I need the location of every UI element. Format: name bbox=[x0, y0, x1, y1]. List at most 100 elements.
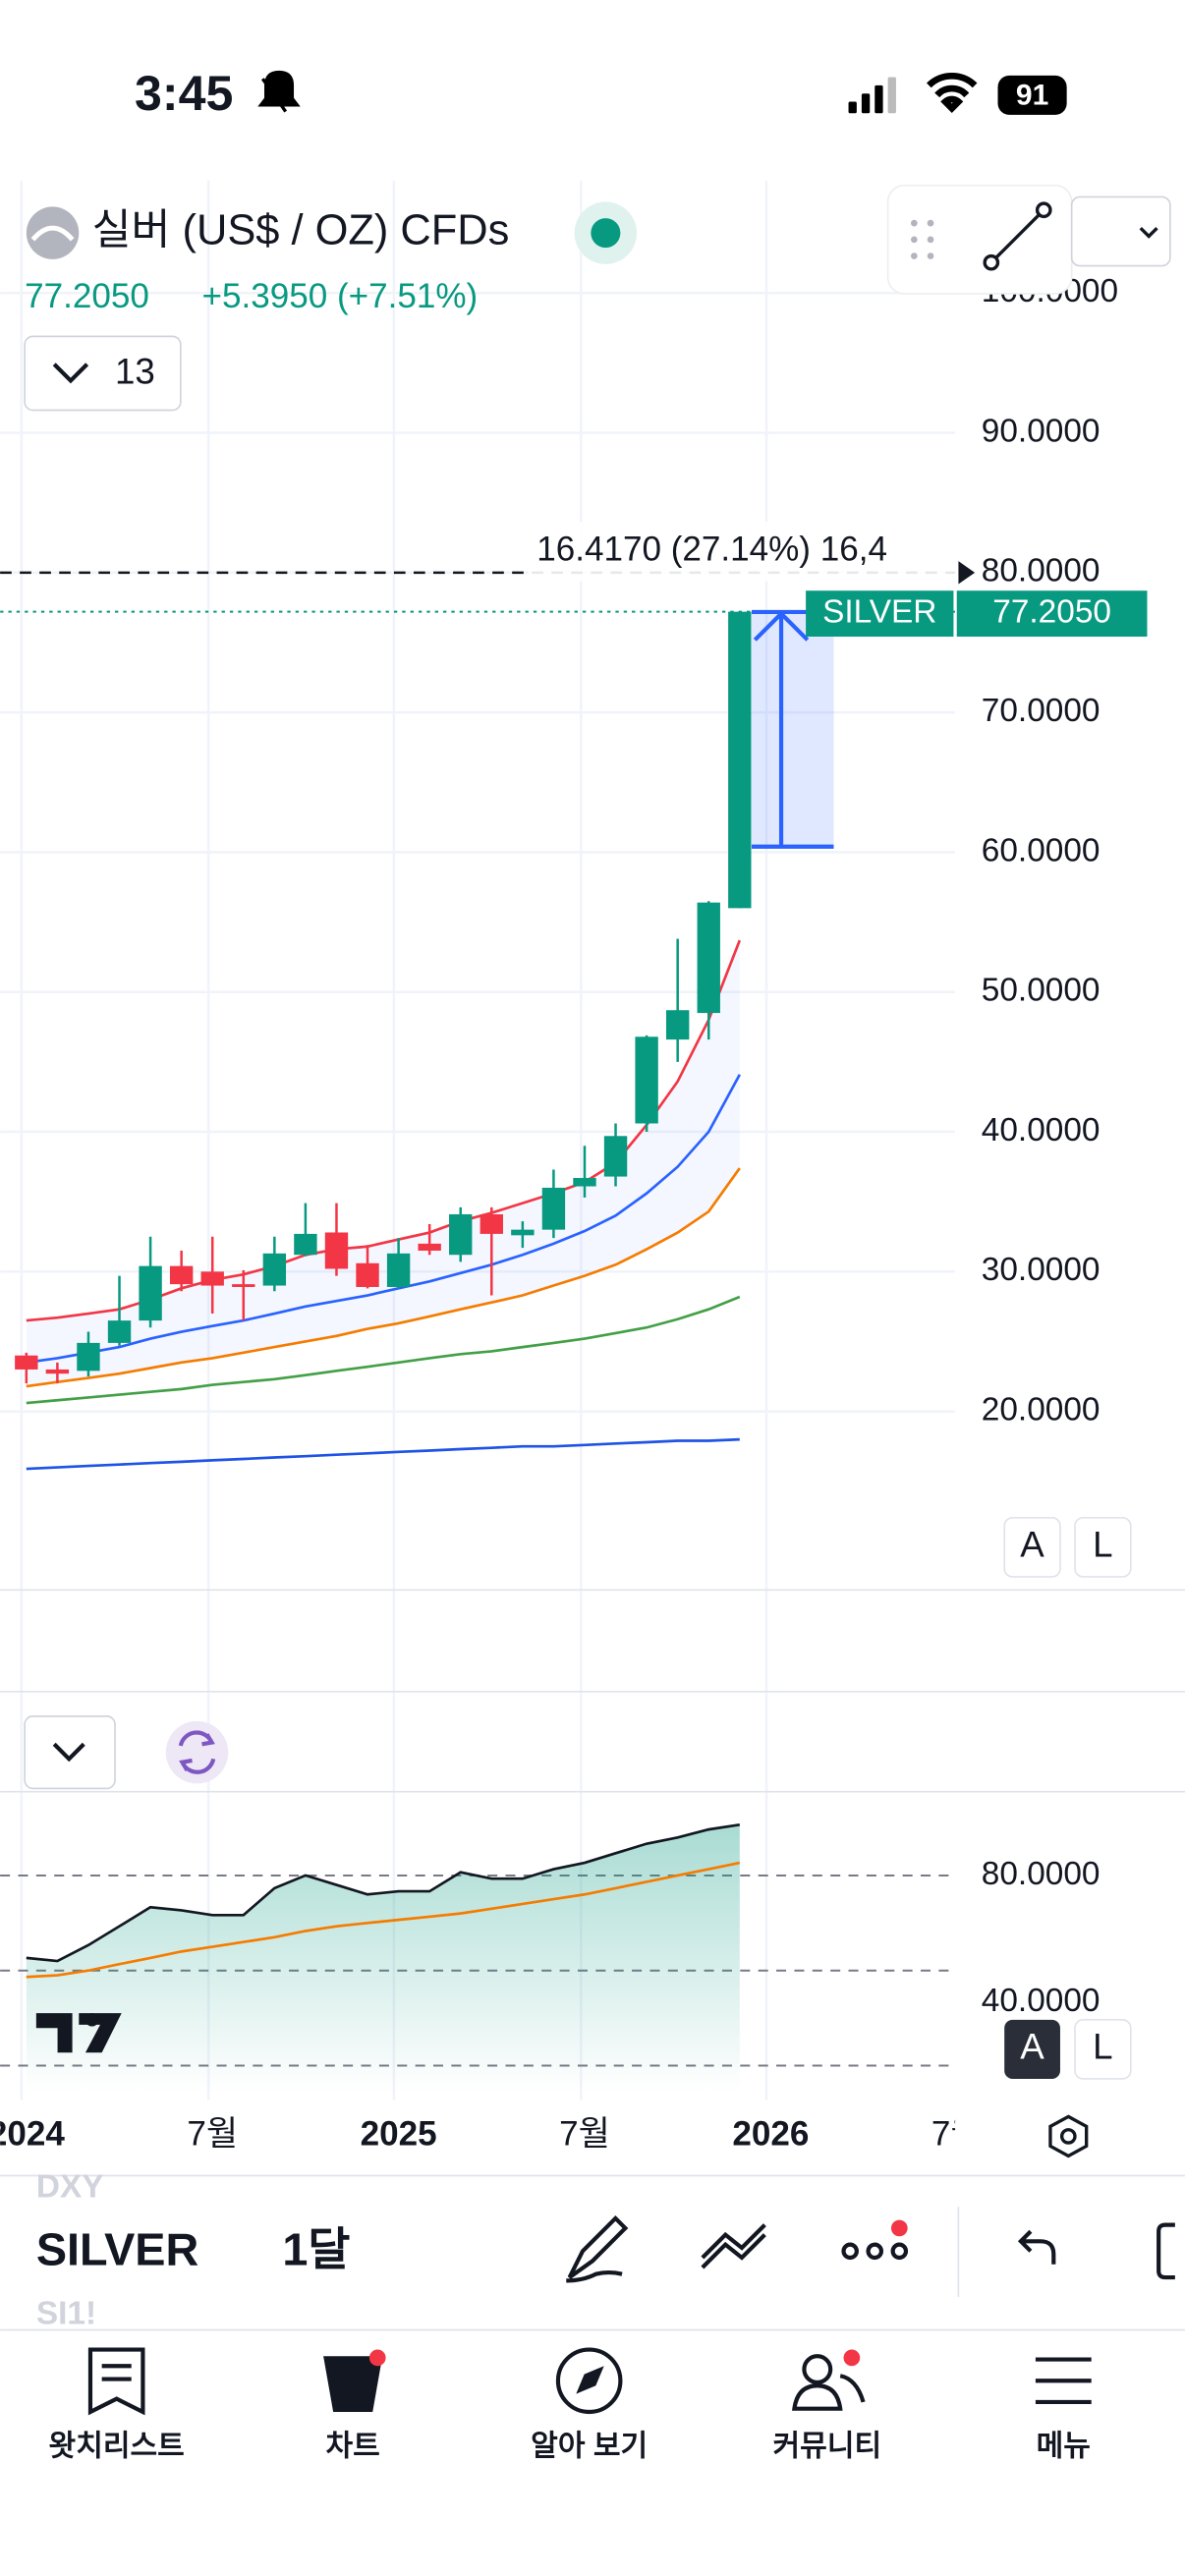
indicator-toggle[interactable] bbox=[24, 335, 182, 412]
wifi-icon bbox=[927, 73, 978, 113]
nav-menu-icon[interactable] bbox=[1035, 2357, 1092, 2405]
candle-body bbox=[418, 1243, 441, 1251]
badge bbox=[368, 2349, 386, 2367]
candle-body bbox=[107, 1320, 132, 1343]
measure-arrow bbox=[751, 609, 834, 849]
tv-logo bbox=[35, 2013, 122, 2053]
clock: 3:45 bbox=[135, 66, 233, 121]
symbol-logo bbox=[26, 206, 80, 259]
drag-handle bbox=[910, 219, 934, 259]
settings-icon[interactable] bbox=[1048, 2114, 1089, 2158]
prev-symbol[interactable]: DXY bbox=[36, 2169, 104, 2206]
price-tag-text: 77.2050 bbox=[992, 593, 1111, 630]
candle-body bbox=[573, 1177, 596, 1187]
candle-body bbox=[697, 902, 720, 1014]
nav-label[interactable]: 알아 보기 bbox=[531, 2431, 648, 2463]
interval[interactable]: 1달 bbox=[282, 2223, 350, 2274]
y-tick-label: 70.0000 bbox=[982, 693, 1100, 729]
auto-scale-active[interactable] bbox=[1004, 2019, 1060, 2079]
ma-line bbox=[26, 1295, 741, 1405]
pane-toggle[interactable] bbox=[24, 1715, 116, 1790]
nav-explore-icon[interactable] bbox=[555, 2347, 623, 2415]
candle-body bbox=[511, 1229, 535, 1236]
nav-watchlist-icon[interactable] bbox=[87, 2347, 145, 2416]
logo-mark bbox=[30, 225, 75, 242]
chevron bbox=[52, 363, 89, 384]
mute-icon bbox=[257, 70, 301, 113]
nav-label[interactable]: 커뮤니티 bbox=[773, 2431, 882, 2463]
candle-body bbox=[15, 1355, 38, 1370]
oscillator-area bbox=[26, 1824, 740, 2093]
badge bbox=[890, 2219, 908, 2237]
nav-label[interactable]: 메뉴 bbox=[1037, 2431, 1091, 2463]
pattern-tool[interactable] bbox=[701, 2223, 766, 2269]
candle-body bbox=[386, 1253, 411, 1287]
main-plot bbox=[0, 292, 956, 1471]
candle-body bbox=[635, 1036, 658, 1124]
x-tick-label: 2024 bbox=[0, 2115, 65, 2154]
y-tick-label: 40.0000 bbox=[982, 1112, 1100, 1148]
badge bbox=[843, 2349, 861, 2367]
symbol-tag-text: SILVER bbox=[822, 593, 936, 630]
y-tick-label: 90.0000 bbox=[982, 413, 1100, 449]
nav-label[interactable]: 차트 bbox=[326, 2431, 380, 2463]
next-symbol[interactable]: SI1! bbox=[36, 2295, 96, 2331]
x-tick-label: 2025 bbox=[361, 2115, 437, 2154]
fullscreen[interactable] bbox=[1157, 2222, 1175, 2280]
log-label: L bbox=[1093, 1525, 1112, 1565]
price-change: +5.3950 (+7.51%) bbox=[202, 277, 479, 315]
measure-box[interactable] bbox=[751, 611, 834, 847]
log-label: L bbox=[1093, 2027, 1112, 2067]
candle-body bbox=[324, 1232, 349, 1269]
auto-label: A bbox=[1020, 2027, 1044, 2067]
candle-body bbox=[603, 1136, 628, 1177]
nav-community-icon[interactable] bbox=[802, 2354, 833, 2385]
candle-body bbox=[45, 1369, 70, 1374]
price-tag bbox=[956, 590, 1148, 637]
candle-body bbox=[200, 1271, 224, 1286]
battery-level: 91 bbox=[1016, 79, 1048, 111]
y-tick-label: 50.0000 bbox=[982, 973, 1100, 1009]
x-tick-label: 7월 bbox=[931, 2115, 983, 2154]
y-tick-label: 80.0000 bbox=[982, 1856, 1100, 1892]
oscillator-line bbox=[26, 1861, 741, 1979]
toolbar-symbol[interactable]: SILVER bbox=[36, 2223, 198, 2274]
trend-line-icon[interactable] bbox=[989, 208, 1045, 264]
last-price: 77.2050 bbox=[25, 277, 149, 315]
draw-tool[interactable] bbox=[566, 2214, 629, 2283]
candle-body bbox=[169, 1265, 194, 1285]
more-tools[interactable] bbox=[841, 2242, 909, 2261]
candle-body bbox=[294, 1233, 317, 1256]
x-tick-label: 7월 bbox=[559, 2115, 610, 2154]
y-tick-label: 30.0000 bbox=[982, 1252, 1100, 1288]
log-scale[interactable] bbox=[1074, 2019, 1132, 2080]
candle-body bbox=[480, 1213, 503, 1234]
y-tick-label: 20.0000 bbox=[982, 1391, 1100, 1428]
log-scale[interactable] bbox=[1074, 1516, 1132, 1578]
dropdown[interactable] bbox=[1070, 196, 1171, 267]
candle-body bbox=[77, 1342, 100, 1372]
symbol-name[interactable]: 실버 (US$ / OZ) CFDs bbox=[92, 207, 510, 254]
market-open-dot bbox=[591, 218, 621, 249]
candle-body bbox=[232, 1284, 255, 1287]
candle-body bbox=[356, 1262, 379, 1287]
indicator-count: 13 bbox=[115, 351, 155, 391]
price-axis-labels: 20.0000 30.0000 40.0000 50.0000 60.0000 70.00… bbox=[982, 273, 1118, 1428]
symbol-tag bbox=[806, 590, 954, 637]
undo[interactable] bbox=[1017, 2229, 1056, 2265]
measure-label: 16.4170 (27.14%) 16,4 bbox=[536, 530, 887, 568]
auto-scale[interactable] bbox=[1003, 1516, 1061, 1578]
ma-ribbon bbox=[26, 940, 740, 1387]
nav-chart-icon[interactable] bbox=[323, 2356, 383, 2412]
signal-icon bbox=[848, 77, 896, 114]
candle-body bbox=[665, 1010, 690, 1040]
nav-label[interactable]: 왓치리스트 bbox=[49, 2431, 185, 2463]
refresh-button[interactable] bbox=[165, 1720, 229, 1784]
y-tick-label: 40.0000 bbox=[982, 1983, 1100, 2019]
x-tick-label: 2026 bbox=[732, 2115, 809, 2154]
y-tick-label: 60.0000 bbox=[982, 832, 1100, 868]
x-tick-label: 7월 bbox=[187, 2115, 238, 2154]
lower-plot: 80.0000 40.0000 bbox=[0, 1822, 1100, 2093]
